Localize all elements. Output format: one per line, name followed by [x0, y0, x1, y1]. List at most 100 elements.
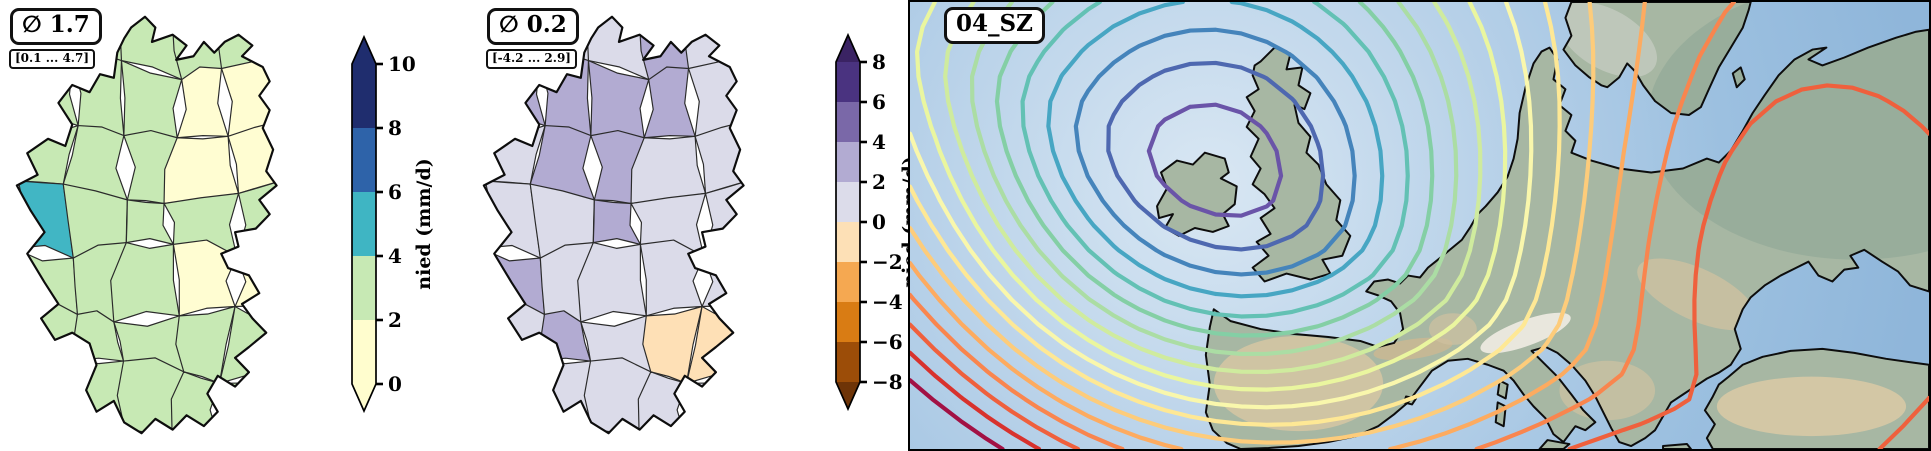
contour-lines: [910, 2, 1929, 449]
district-cell: [234, 255, 277, 318]
district-cell: [216, 16, 277, 71]
colorbar-segment: [836, 222, 860, 263]
district-cell: [701, 255, 744, 318]
colorbar-tick-label: −2: [872, 250, 903, 274]
colorbar-segment: [352, 256, 376, 321]
contour-line: [910, 2, 1737, 449]
district-cell: [170, 371, 221, 434]
district-cell: [236, 180, 277, 263]
contour-line: [910, 350, 1042, 449]
colorbar-tick-label: 6: [388, 180, 402, 204]
land-corsica: [1497, 380, 1508, 399]
coastline-scandinavia: [1562, 2, 1752, 116]
district-cell: [16, 360, 75, 424]
relief-patch: [1716, 376, 1907, 437]
coastline-crete: [1662, 443, 1692, 449]
contour-line: [910, 2, 1562, 427]
colorbar-segment: [836, 102, 860, 143]
range-badge-1: [0.1 ... 4.7]: [9, 49, 95, 69]
colorbar-tick-label: 6: [872, 90, 886, 114]
district-cell: [220, 60, 277, 137]
colorbar-segment: [352, 128, 376, 193]
district-cell: [684, 374, 744, 434]
contour-line: [1020, 2, 1410, 319]
contour-line: [1106, 60, 1326, 252]
district-cell: [703, 180, 744, 263]
coastline-gb: [1245, 46, 1352, 283]
relief-patch: [1480, 312, 1571, 354]
coastline-sardinia: [1494, 401, 1507, 428]
colorbar-segment: [836, 262, 860, 303]
contour-line: [910, 83, 1929, 449]
colorbar-segment: [836, 142, 860, 183]
colorbar-segment: [352, 64, 376, 129]
colorbar-arrow-up: [836, 35, 860, 62]
district-cell: [176, 66, 229, 139]
country-outline: [482, 15, 745, 435]
range-text-2: [-4.2 ... 2.9]: [492, 51, 571, 65]
district-cell: [577, 241, 647, 323]
district-cell: [687, 60, 744, 137]
district-cell: [483, 360, 542, 424]
land-sicily: [1539, 440, 1570, 449]
colorbar-tick-label: −4: [872, 290, 903, 314]
land-gb: [1246, 47, 1351, 282]
colorbar-tick-label: 2: [872, 170, 886, 194]
district-cell: [683, 16, 744, 71]
relief-patch: [1428, 313, 1477, 345]
colorbar-segment: [352, 192, 376, 257]
contour-line: [910, 2, 1647, 449]
coastline-mainland: [1204, 28, 1929, 449]
mean-value-badge-1: ∅ 1.7: [10, 8, 102, 45]
colorbar-tick-label: −6: [872, 330, 903, 354]
district-cell: [483, 299, 546, 380]
range-badge-2: [-4.2 ... 2.9]: [486, 49, 577, 69]
coastline-corsica: [1496, 379, 1509, 400]
colorbar-segment: [836, 342, 860, 383]
colorbar-arrow-up: [352, 37, 376, 64]
colorbar-segment: [352, 320, 376, 385]
mean-value-text-1: ∅ 1.7: [22, 11, 90, 38]
district-cell: [637, 371, 688, 434]
colorbar-tick-label: 4: [388, 244, 402, 268]
district-cell: [217, 374, 277, 434]
colorbar-arrow-down: [836, 382, 860, 409]
colorbar-tick-label: 8: [872, 50, 886, 74]
colorbar-axis-label: nied (mm/d): [413, 158, 435, 289]
colorbar-tick-label: 8: [388, 116, 402, 140]
district-cell: [163, 135, 240, 205]
panel-title-text: 04_SZ: [956, 10, 1033, 37]
coastline-sicily: [1538, 439, 1571, 449]
europe-contour-panel: [908, 0, 1931, 451]
colorbar-tick-label: 4: [872, 130, 886, 154]
colorbar-segment: [836, 182, 860, 223]
contour-line: [1046, 2, 1385, 299]
germany-choropleth-map-1: [15, 15, 278, 435]
colorbar-tick-label: 0: [872, 210, 886, 234]
colorbar-precip: 10 8 6 4 2 0 nied (mm/d): [351, 34, 435, 414]
contour-line: [1073, 27, 1357, 277]
contour-line: [910, 378, 1005, 449]
contour-line: [914, 2, 1508, 392]
range-text-1: [0.1 ... 4.7]: [15, 51, 89, 65]
mean-value-text-2: ∅ 0.2: [499, 11, 567, 38]
panel-title-badge: 04_SZ: [944, 7, 1045, 44]
colorbar-arrow-down: [352, 384, 376, 411]
contour-line: [1146, 102, 1284, 218]
district-cell: [110, 241, 180, 323]
district-cell: [16, 299, 79, 380]
district-cell: [630, 135, 707, 205]
europe-weather-map: [910, 2, 1929, 449]
mean-value-badge-2: ∅ 0.2: [487, 8, 579, 45]
contour-line: [910, 2, 1596, 445]
contour-line: [910, 2, 1534, 410]
colorbar-tick-label: 2: [388, 308, 402, 332]
country-outline: [15, 15, 278, 435]
coastline-gotland: [1731, 66, 1746, 89]
district-cell: [643, 66, 696, 139]
colorbar-tick-label: 0: [388, 372, 402, 396]
colorbar-tick-label: 10: [388, 52, 416, 76]
colorbar-segment: [836, 62, 860, 103]
colorbar-segment: [836, 302, 860, 343]
